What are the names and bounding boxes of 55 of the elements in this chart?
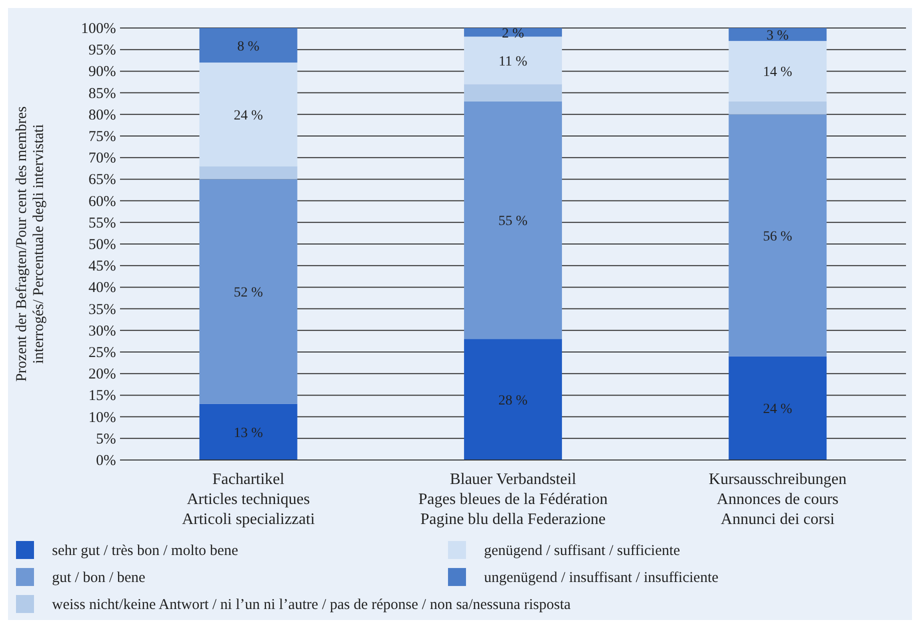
legend-label: sehr gut / très bon / molto bene (52, 543, 239, 559)
legend-label: genügend / suffisant / sufficiente (484, 543, 680, 559)
bar (464, 36, 562, 84)
y-tick-label: 95% (88, 42, 116, 59)
bar (199, 166, 298, 180)
x-tick-label: Blauer Verbandsteil Pages bleues de la Fédération Pagine blu della Federazione (418, 471, 608, 528)
y-tick-label: 45% (88, 258, 116, 275)
data-label: 14 % (763, 65, 793, 80)
x-tick-label: Kursausschreibungen Annonces de cours Annunci dei corsi (708, 471, 847, 528)
data-label: 28 % (498, 394, 528, 409)
y-tick-label: 20% (88, 366, 116, 383)
y-tick-label: 80% (88, 107, 116, 124)
y-tick-label: 70% (88, 150, 116, 167)
y-tick-label: 75% (88, 129, 116, 145)
bar (728, 101, 827, 114)
data-label: 56 % (763, 229, 793, 244)
legend-label: ungenügend / insuffisant / insufficiente (484, 570, 719, 586)
y-tick-label: 25% (88, 345, 116, 361)
data-label: 13 % (234, 426, 264, 441)
legend-label: weiss nicht/keine Antwort / ni l’un ni l’autre / pas de réponse / non sa/nessuna risposta (52, 597, 571, 613)
y-tick-label: 5% (96, 431, 116, 448)
bar (464, 101, 562, 340)
bar (728, 114, 827, 356)
data-label: 52 % (234, 286, 264, 301)
bar (199, 62, 298, 166)
y-tick-label: 85% (88, 86, 116, 102)
data-label: 24 % (234, 108, 264, 124)
y-tick-label: 10% (88, 410, 116, 426)
bar (199, 179, 298, 404)
y-tick-label: 90% (88, 64, 116, 80)
bar (199, 404, 298, 460)
data-label: 11 % (498, 54, 528, 70)
data-label: 55 % (498, 214, 528, 230)
bar (464, 339, 562, 460)
data-label: 24 % (763, 402, 793, 418)
y-tick-label: 65% (88, 172, 116, 188)
legend-label: gut / bon / bene (52, 570, 146, 586)
data-label: 3 % (766, 28, 790, 44)
y-tick-label: 35% (88, 302, 116, 318)
y-tick-label: 30% (88, 323, 116, 340)
data-label: 8 % (237, 39, 260, 54)
bar (464, 84, 562, 102)
x-tick-label: Fachartikel Articles techniques Articoli specializzati (182, 471, 316, 528)
bar (728, 40, 827, 102)
bar (728, 28, 827, 41)
y-tick-label: 0% (96, 453, 116, 469)
y-tick-label: 60% (88, 194, 116, 210)
y-tick-label: 15% (88, 388, 116, 404)
y-axis-title: Prozent der Befragten/Pour cent des membres interrogés/ Percentuale degli intervistati (14, 106, 47, 382)
bar (199, 28, 298, 63)
bar (728, 356, 827, 460)
y-tick-label: 100% (81, 21, 116, 37)
y-tick-label: 40% (88, 280, 116, 296)
y-tick-label: 55% (88, 215, 116, 232)
y-tick-label: 50% (88, 237, 116, 253)
